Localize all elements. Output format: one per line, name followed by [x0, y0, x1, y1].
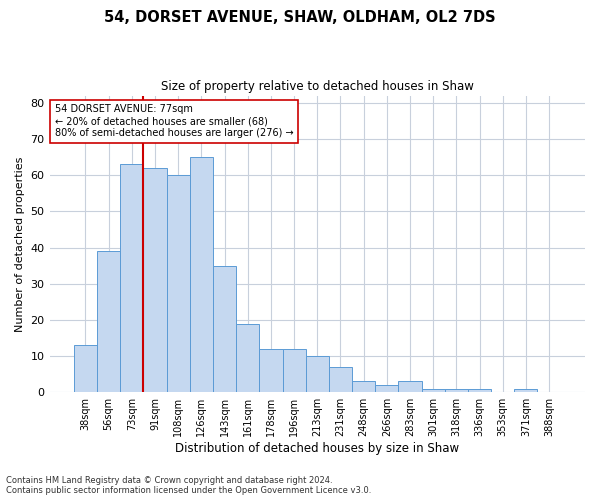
- Bar: [468, 388, 491, 392]
- Bar: [445, 388, 468, 392]
- Bar: [305, 356, 329, 393]
- Bar: [422, 388, 445, 392]
- Text: 54, DORSET AVENUE, SHAW, OLDHAM, OL2 7DS: 54, DORSET AVENUE, SHAW, OLDHAM, OL2 7DS: [104, 10, 496, 25]
- Bar: [259, 349, 283, 393]
- Bar: [329, 367, 352, 392]
- Bar: [375, 385, 398, 392]
- Bar: [190, 157, 213, 392]
- Bar: [167, 175, 190, 392]
- Bar: [352, 382, 375, 392]
- Bar: [514, 388, 538, 392]
- Bar: [283, 349, 305, 393]
- Bar: [213, 266, 236, 392]
- Bar: [97, 251, 120, 392]
- Y-axis label: Number of detached properties: Number of detached properties: [15, 156, 25, 332]
- Bar: [143, 168, 167, 392]
- Bar: [120, 164, 143, 392]
- Bar: [398, 382, 422, 392]
- Title: Size of property relative to detached houses in Shaw: Size of property relative to detached ho…: [161, 80, 474, 93]
- X-axis label: Distribution of detached houses by size in Shaw: Distribution of detached houses by size …: [175, 442, 460, 455]
- Text: Contains HM Land Registry data © Crown copyright and database right 2024.
Contai: Contains HM Land Registry data © Crown c…: [6, 476, 371, 495]
- Bar: [74, 346, 97, 393]
- Bar: [236, 324, 259, 392]
- Text: 54 DORSET AVENUE: 77sqm
← 20% of detached houses are smaller (68)
80% of semi-de: 54 DORSET AVENUE: 77sqm ← 20% of detache…: [55, 104, 293, 138]
